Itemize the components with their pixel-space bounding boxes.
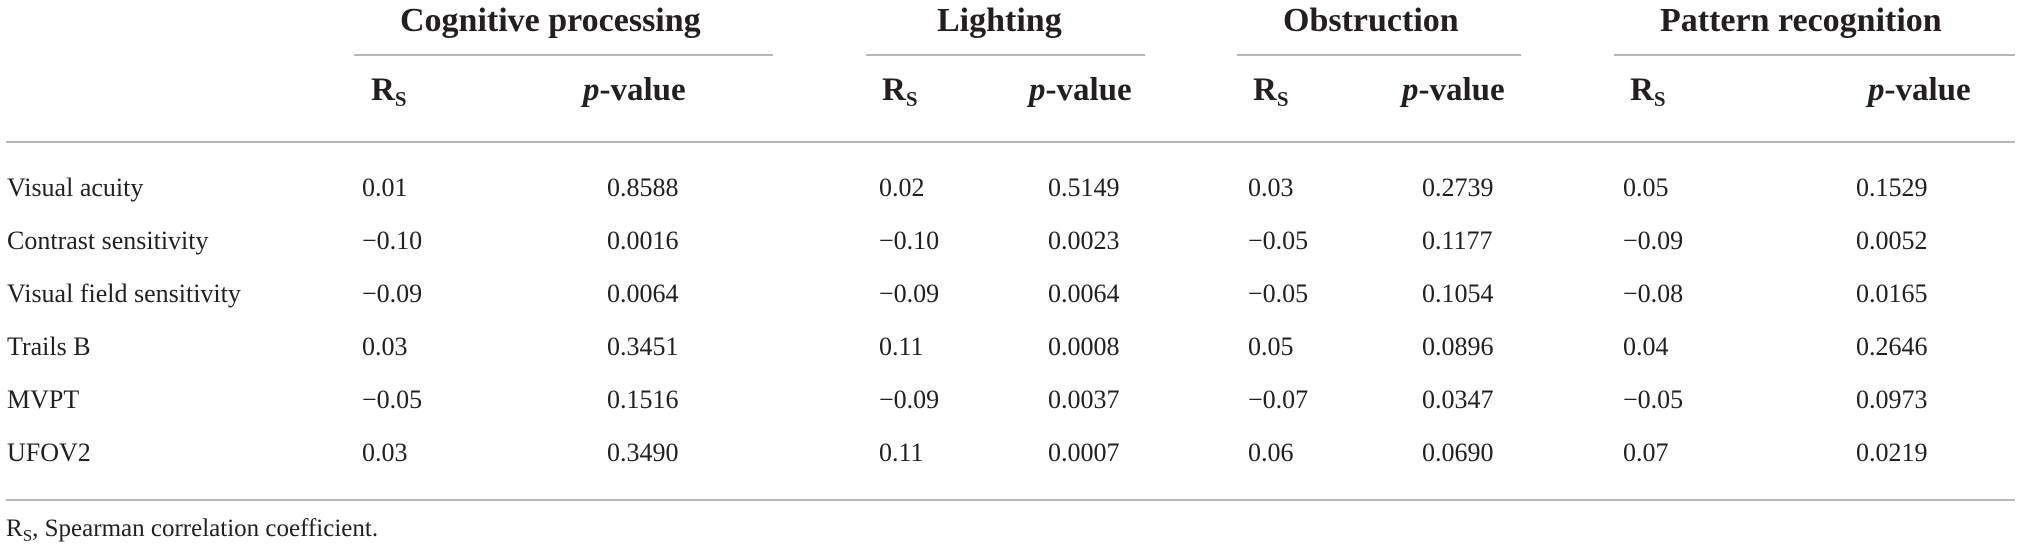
group-title-cognitive-processing: Cognitive processing [400,2,701,39]
group-rule-obstruction [1237,54,1521,56]
rs-cell: −0.05 [1623,385,1684,414]
p-value-header: p-value [1402,72,1505,108]
p-value-cell: 0.0165 [1856,279,1928,308]
rs-cell: −0.09 [879,385,940,414]
rs-header: RS [1630,72,1666,111]
p-value-cell: 0.0052 [1856,226,1928,255]
row-label: Trails B [7,332,91,361]
p-value-cell: 0.0037 [1048,385,1120,414]
p-value-cell: 0.3490 [607,438,679,467]
rs-cell: 0.04 [1623,332,1669,361]
rs-cell: −0.09 [362,279,423,308]
rs-header: RS [882,72,918,111]
rs-header: RS [371,72,407,111]
p-value-cell: 0.1054 [1422,279,1494,308]
p-value-cell: 0.3451 [607,332,679,361]
rs-cell: −0.09 [1623,226,1684,255]
group-title-lighting: Lighting [937,2,1062,39]
p-value-cell: 0.2739 [1422,173,1494,202]
p-value-cell: 0.2646 [1856,332,1928,361]
rs-cell: 0.11 [879,332,924,361]
rs-cell: 0.05 [1248,332,1294,361]
p-value-cell: 0.0219 [1856,438,1928,467]
p-value-cell: 0.0023 [1048,226,1120,255]
rs-cell: −0.05 [1248,279,1309,308]
rs-header: RS [1253,72,1289,111]
rs-cell: 0.06 [1248,438,1294,467]
row-label: Contrast sensitivity [7,226,209,255]
p-value-header: p-value [583,72,686,108]
p-value-cell: 0.1177 [1422,226,1493,255]
rs-cell: 0.03 [362,438,408,467]
rs-cell: 0.02 [879,173,925,202]
row-label: Visual field sensitivity [7,279,241,308]
p-value-cell: 0.0347 [1422,385,1494,414]
p-value-cell: 0.0016 [607,226,679,255]
p-value-cell: 0.8588 [607,173,679,202]
rs-cell: −0.05 [362,385,423,414]
group-rule-cognitive-processing [354,54,773,56]
p-value-cell: 0.0008 [1048,332,1120,361]
p-value-cell: 0.0007 [1048,438,1120,467]
group-rule-pattern-recognition [1614,54,2015,56]
rs-cell: −0.10 [362,226,423,255]
rs-cell: 0.03 [1248,173,1294,202]
p-value-cell: 0.0896 [1422,332,1494,361]
p-value-cell: 0.0064 [607,279,679,308]
row-label: UFOV2 [7,438,91,467]
p-value-cell: 0.1516 [607,385,679,414]
p-value-cell: 0.0690 [1422,438,1494,467]
group-title-pattern-recognition: Pattern recognition [1660,2,1942,39]
rs-cell: −0.10 [879,226,940,255]
p-value-cell: 0.1529 [1856,173,1928,202]
group-rule-lighting [866,54,1145,56]
p-value-cell: 0.5149 [1048,173,1120,202]
rs-cell: −0.07 [1248,385,1309,414]
rs-cell: 0.03 [362,332,408,361]
bottom-rule [6,499,2015,501]
p-value-cell: 0.0973 [1856,385,1928,414]
rs-cell: 0.11 [879,438,924,467]
header-rule [6,141,2015,143]
table-footnote: RS, Spearman correlation coefficient. [6,515,379,545]
rs-cell: 0.01 [362,173,408,202]
row-label: Visual acuity [7,173,144,202]
p-value-header: p-value [1868,72,1971,108]
rs-cell: −0.09 [879,279,940,308]
rs-cell: 0.07 [1623,438,1669,467]
row-label: MVPT [7,385,80,414]
p-value-cell: 0.0064 [1048,279,1120,308]
rs-cell: −0.08 [1623,279,1684,308]
p-value-header: p-value [1029,72,1132,108]
group-title-obstruction: Obstruction [1283,2,1459,39]
rs-cell: 0.05 [1623,173,1669,202]
rs-cell: −0.05 [1248,226,1309,255]
